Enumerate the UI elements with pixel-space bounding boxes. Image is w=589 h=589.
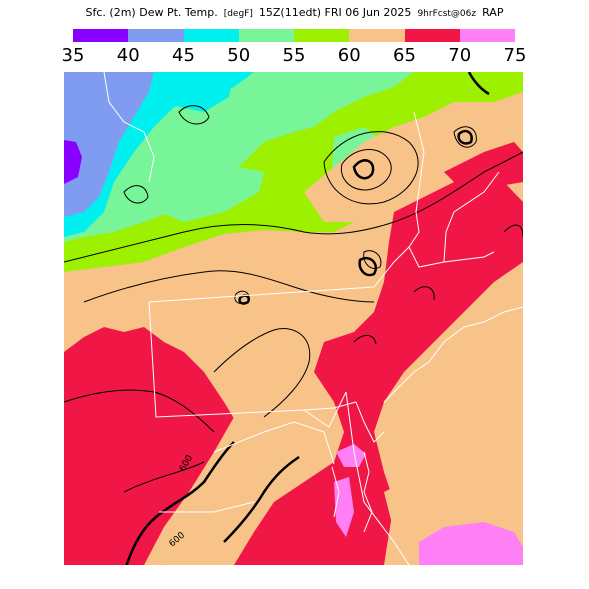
colorbar-swatch-40 — [128, 29, 184, 42]
contour-lines — [64, 105, 523, 493]
colorbar-swatch-55 — [294, 29, 350, 42]
fill-65 — [64, 167, 523, 565]
fill-35 — [64, 140, 82, 184]
fill-40 — [64, 72, 154, 217]
run-info: 9hrFcst@06z — [417, 9, 477, 19]
units: [degF] — [223, 9, 253, 19]
tick-label: 65 — [393, 45, 416, 66]
fill-70b — [336, 444, 366, 467]
fill-45b — [164, 72, 234, 112]
boundaries — [103, 72, 523, 565]
colorbar-swatch-35 — [73, 29, 129, 42]
chart-title: Sfc. (2m) Dew Pt. Temp. [degF] 15Z(11edt) … — [0, 6, 589, 19]
tick-label: 75 — [503, 45, 527, 66]
tick-label: 50 — [227, 45, 251, 66]
fill-50c — [159, 167, 264, 222]
model-name: RAP — [482, 6, 504, 19]
tick-label: 45 — [172, 45, 195, 66]
tick-label: 55 — [282, 45, 306, 66]
tick-label: 40 — [116, 45, 140, 66]
colorbar-swatch-70 — [459, 29, 515, 42]
colorbar — [73, 29, 515, 42]
fill-65d — [64, 467, 124, 507]
tick-label: 70 — [448, 45, 472, 66]
dewpoint-map: 600 600 — [64, 72, 523, 565]
colorbar-ticks: 35 40 45 50 55 60 65 70 75 — [62, 45, 527, 66]
valid-time: 15Z(11edt) FRI 06 Jun 2025 — [258, 6, 412, 19]
field-name: Sfc. (2m) Dew Pt. Temp. — [85, 6, 218, 19]
tick-label: 35 — [61, 45, 85, 66]
fill-65c — [444, 142, 523, 192]
bold-contours — [125, 72, 490, 565]
colorbar-swatch-60 — [349, 29, 405, 42]
colorbar-swatch-50 — [238, 29, 294, 42]
colorbar-swatch-45 — [183, 29, 239, 42]
fill-70 — [419, 522, 523, 565]
tick-label: 60 — [337, 45, 361, 66]
colorbar-swatch-65 — [404, 29, 460, 42]
